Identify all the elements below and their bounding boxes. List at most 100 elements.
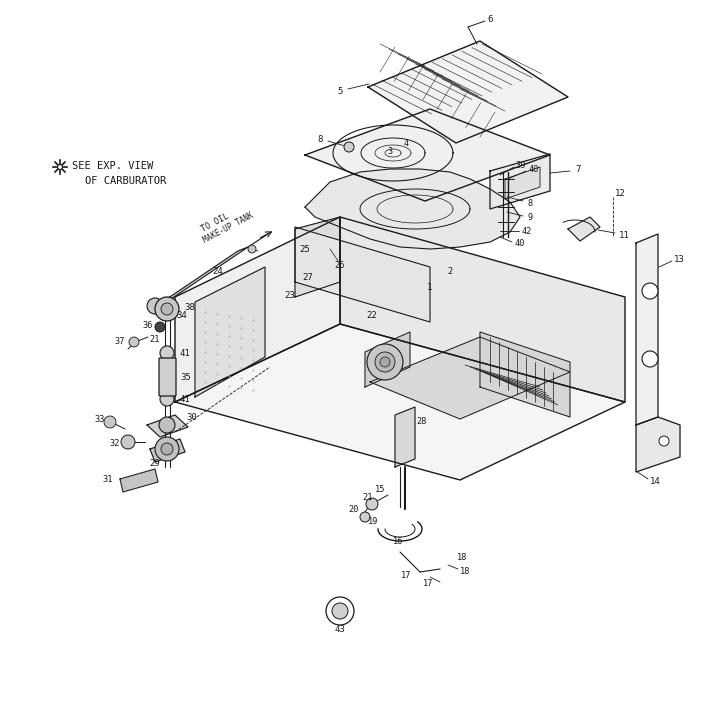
Text: 42: 42 — [522, 227, 532, 236]
Text: 17: 17 — [422, 579, 433, 588]
Circle shape — [375, 352, 395, 372]
Text: 18: 18 — [460, 568, 470, 577]
Polygon shape — [295, 227, 430, 322]
Text: 16: 16 — [393, 537, 403, 547]
Circle shape — [332, 603, 348, 619]
Polygon shape — [368, 41, 568, 143]
Text: 3: 3 — [387, 148, 393, 156]
Text: 24: 24 — [213, 267, 223, 276]
Text: 26: 26 — [334, 260, 345, 270]
Text: 22: 22 — [367, 310, 377, 319]
Polygon shape — [155, 247, 248, 307]
Circle shape — [160, 346, 174, 360]
Text: 7: 7 — [575, 166, 581, 174]
Polygon shape — [365, 332, 410, 387]
Text: 37: 37 — [115, 337, 125, 347]
Polygon shape — [490, 154, 550, 209]
Text: 25: 25 — [300, 244, 310, 254]
Circle shape — [659, 436, 669, 446]
Text: 27: 27 — [303, 273, 313, 281]
Text: 5: 5 — [337, 87, 343, 97]
Text: 1: 1 — [427, 283, 433, 292]
Polygon shape — [568, 217, 600, 241]
Circle shape — [129, 337, 139, 347]
Circle shape — [161, 443, 173, 455]
Text: 19: 19 — [367, 518, 378, 526]
Text: MAKE-UP TANK: MAKE-UP TANK — [201, 211, 255, 245]
Polygon shape — [395, 407, 415, 467]
Text: 40: 40 — [529, 164, 539, 174]
Text: 18: 18 — [457, 553, 467, 561]
Text: 41: 41 — [180, 395, 190, 403]
Circle shape — [326, 597, 354, 625]
Text: 9: 9 — [527, 214, 533, 222]
Polygon shape — [195, 267, 265, 397]
Circle shape — [58, 164, 63, 169]
Text: TO OIL: TO OIL — [200, 212, 230, 234]
Polygon shape — [175, 217, 340, 402]
Circle shape — [366, 498, 378, 510]
Text: 11: 11 — [619, 230, 629, 239]
Circle shape — [380, 357, 390, 367]
Polygon shape — [120, 469, 158, 492]
Text: 21: 21 — [363, 492, 373, 502]
Circle shape — [642, 283, 658, 299]
Text: 34: 34 — [177, 310, 187, 319]
Text: 8: 8 — [318, 134, 322, 143]
Circle shape — [642, 351, 658, 367]
Text: 30: 30 — [187, 412, 197, 422]
Text: 23: 23 — [284, 291, 296, 300]
Text: 28: 28 — [417, 417, 427, 427]
Text: 31: 31 — [103, 475, 113, 483]
Circle shape — [160, 392, 174, 406]
Polygon shape — [150, 439, 185, 462]
Circle shape — [159, 417, 175, 433]
Text: 4: 4 — [403, 140, 408, 148]
Polygon shape — [147, 415, 188, 437]
Circle shape — [147, 298, 163, 314]
Text: 12: 12 — [615, 188, 625, 198]
Circle shape — [104, 416, 116, 428]
Polygon shape — [370, 337, 570, 419]
Polygon shape — [636, 234, 658, 425]
Text: 41: 41 — [180, 348, 190, 358]
Text: 14: 14 — [650, 478, 660, 486]
Polygon shape — [175, 324, 625, 480]
Text: 15: 15 — [375, 484, 385, 494]
Polygon shape — [636, 417, 680, 472]
Circle shape — [248, 245, 256, 253]
Circle shape — [367, 344, 403, 380]
Circle shape — [155, 322, 165, 332]
Text: OF CARBURATOR: OF CARBURATOR — [85, 176, 166, 186]
Text: 17: 17 — [401, 571, 411, 579]
Circle shape — [121, 435, 135, 449]
Text: 20: 20 — [348, 505, 359, 513]
Text: 32: 32 — [110, 440, 120, 449]
Text: 40: 40 — [515, 239, 525, 249]
Polygon shape — [340, 217, 625, 402]
Circle shape — [344, 142, 354, 152]
Circle shape — [155, 297, 179, 321]
Text: 8: 8 — [527, 198, 533, 207]
Text: 13: 13 — [674, 254, 684, 263]
FancyBboxPatch shape — [159, 358, 176, 396]
Text: 39: 39 — [516, 161, 527, 169]
Text: 6: 6 — [487, 15, 493, 23]
Text: 29: 29 — [150, 459, 161, 468]
Circle shape — [161, 303, 173, 315]
Circle shape — [155, 437, 179, 461]
Text: 35: 35 — [181, 372, 191, 382]
Text: 21: 21 — [150, 334, 161, 343]
Text: 2: 2 — [447, 267, 453, 276]
Text: 38: 38 — [184, 302, 196, 311]
Polygon shape — [480, 332, 570, 417]
Polygon shape — [305, 109, 550, 201]
Text: 43: 43 — [334, 624, 346, 633]
Polygon shape — [305, 169, 520, 249]
Circle shape — [360, 512, 370, 522]
Text: 36: 36 — [143, 321, 153, 329]
Text: SEE EXP. VIEW: SEE EXP. VIEW — [72, 161, 153, 171]
Polygon shape — [505, 167, 540, 199]
Text: 33: 33 — [95, 414, 106, 424]
Polygon shape — [295, 217, 340, 297]
